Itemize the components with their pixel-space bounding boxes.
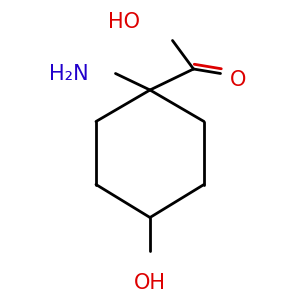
- Text: O: O: [230, 70, 246, 89]
- Text: H₂N: H₂N: [49, 64, 88, 83]
- Text: OH: OH: [134, 273, 166, 293]
- Text: HO: HO: [107, 11, 140, 32]
